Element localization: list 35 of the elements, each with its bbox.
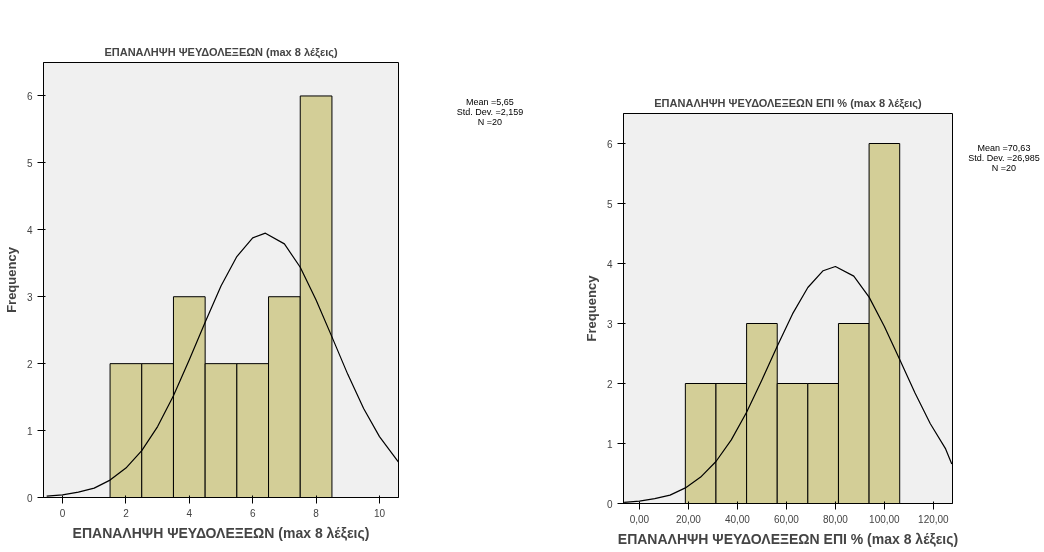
x-tick-label: 2 [123,507,130,519]
y-tick-label: 1 [26,425,33,437]
chart-title: ΕΠΑΝΑΛΗΨΗ ΨΕΥΔΟΛΕΞΕΩΝ ΕΠΙ % (max 8 λέξεις) [654,96,923,110]
y-tick-label: 3 [606,318,613,330]
x-tick-label: 20,00 [675,513,702,525]
x-tick-label: 6 [249,507,256,519]
x-tick-label: 80,00 [822,513,849,525]
chart-title: ΕΠΑΝΑΛΗΨΗ ΨΕΥΔΟΛΕΞΕΩΝ (max 8 λέξεις) [104,45,338,59]
y-tick-label: 2 [606,378,613,390]
x-tick-label: 100,00 [869,513,901,525]
y-tick-label: 5 [26,157,33,169]
x-tick-label: 8 [313,507,320,519]
y-tick-label: 1 [606,438,613,450]
x-axis-title: ΕΠΑΝΑΛΗΨΗ ΨΕΥΔΟΛΕΞΕΩΝ ΕΠΙ % (max 8 λέξεις) [617,530,959,547]
y-tick-label: 5 [606,198,613,210]
y-tick-label: 4 [606,258,613,270]
y-axis-title: Frequency [583,274,599,342]
x-tick-label: 4 [186,507,193,519]
text: Mean =70,63 Std. Dev. =26,985 N =20 [968,143,1040,174]
x-tick-label: 0,00 [629,513,650,525]
y-tick-label: 0 [606,498,613,510]
x-tick-label: 0 [59,507,66,519]
x-tick-label: 120,00 [918,513,950,525]
y-tick-label: 3 [26,291,33,303]
x-tick-label: 10 [373,507,386,519]
text: Mean =5,65 Std. Dev. =2,159 N =20 [456,97,524,128]
x-axis-title: ΕΠΑΝΑΛΗΨΗ ΨΕΥΔΟΛΕΞΕΩΝ (max 8 λέξεις) [72,524,370,541]
y-tick-label: 6 [606,138,613,150]
y-tick-label: 4 [26,224,33,236]
y-tick-label: 2 [26,358,33,370]
y-axis-title: Frequency [3,246,19,313]
y-tick-label: 6 [26,90,33,102]
x-tick-label: 40,00 [724,513,751,525]
y-tick-label: 0 [26,492,33,504]
x-tick-label: 60,00 [773,513,800,525]
